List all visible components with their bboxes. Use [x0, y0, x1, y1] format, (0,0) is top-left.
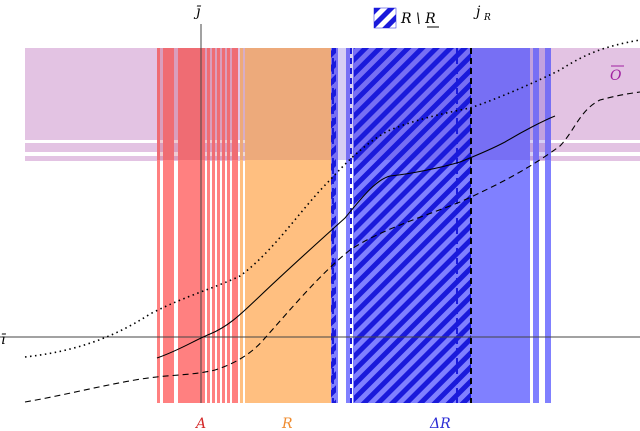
r-region — [240, 48, 331, 403]
middle-solid-curve — [156, 115, 556, 359]
svg-text:j: j — [473, 4, 481, 20]
legend-label: R \ R — [400, 11, 436, 27]
legend: R \ R — [373, 7, 439, 29]
svg-text:R: R — [483, 13, 491, 23]
lower-dashed-curve — [24, 91, 640, 403]
o-bar-label: O — [610, 65, 624, 84]
a-label: A — [194, 416, 206, 431]
svg-text:O: O — [610, 68, 622, 84]
j-bar-label: j̄ — [193, 4, 202, 20]
legend-hatch-swatch — [373, 7, 397, 29]
upper-dotted-curve — [24, 39, 640, 358]
j-r-label: j R — [473, 4, 491, 23]
a-region — [157, 48, 238, 403]
i-bar-label: ī — [1, 332, 7, 348]
delta-r-label: ΔR — [429, 416, 451, 431]
hatched-region — [331, 48, 472, 403]
r-label: R — [281, 416, 293, 431]
